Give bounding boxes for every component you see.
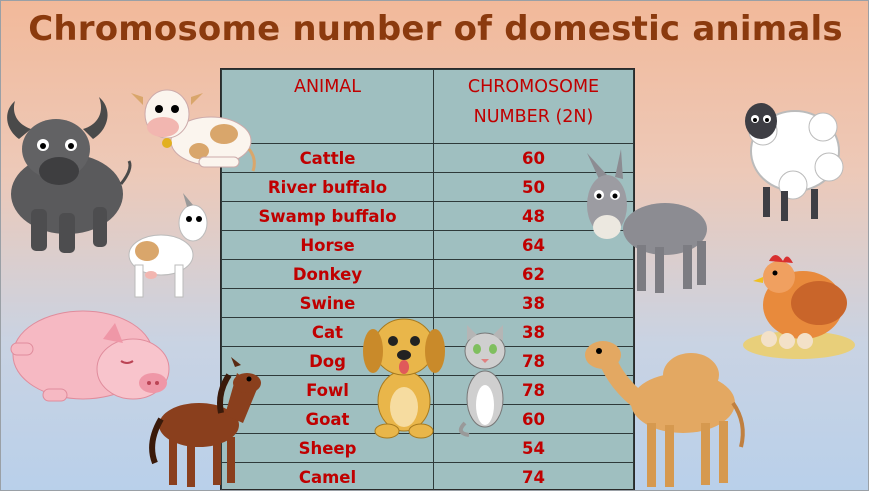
animal-cell: Swine [221, 288, 434, 318]
horse-illustration [149, 357, 261, 487]
number-cell: 74 [433, 462, 634, 490]
table-row: Cattle 60 [221, 143, 634, 173]
number-cell: 38 [433, 288, 634, 318]
table-row: Donkey 62 [221, 259, 634, 289]
animal-cell: Swamp buffalo [221, 201, 434, 231]
table-row: Swamp buffalo 48 [221, 201, 634, 231]
animal-cell: River buffalo [221, 172, 434, 202]
cow-illustration [131, 89, 256, 172]
table-row: River buffalo 50 [221, 172, 634, 202]
hen-illustration [743, 255, 855, 359]
table-row: Horse 64 [221, 230, 634, 260]
number-cell: 54 [433, 433, 634, 463]
animal-cell: Camel [221, 462, 434, 490]
camel-illustration [585, 341, 745, 487]
header-chromosome-number-text: CHROMOSOME NUMBER (2N) [467, 77, 600, 127]
donkey-illustration [587, 149, 707, 293]
pig-illustration [10, 310, 170, 402]
animal-cell: Horse [221, 230, 434, 260]
table-row: Camel 74 [221, 462, 634, 490]
table-header-row: ANIMAL CHROMOSOME NUMBER (2N) [221, 69, 634, 144]
header-chromosome-number: CHROMOSOME NUMBER (2N) [433, 69, 634, 144]
dog-illustration [363, 318, 445, 439]
table-row: Sheep 54 [221, 433, 634, 463]
chromosome-table: ANIMAL CHROMOSOME NUMBER (2N) Cattle 60 R… [220, 68, 635, 490]
buffalo-illustration [7, 97, 132, 253]
number-cell: 78 [433, 375, 634, 405]
animal-cell: Cattle [221, 143, 434, 173]
number-cell: 62 [433, 259, 634, 289]
slide-title: Chromosome number of domestic animals [28, 9, 843, 49]
sheep-illustration [745, 103, 844, 221]
cat-illustration [458, 325, 506, 437]
table-row: Swine 38 [221, 288, 634, 318]
animal-cell: Donkey [221, 259, 434, 289]
goat-illustration [128, 193, 208, 298]
